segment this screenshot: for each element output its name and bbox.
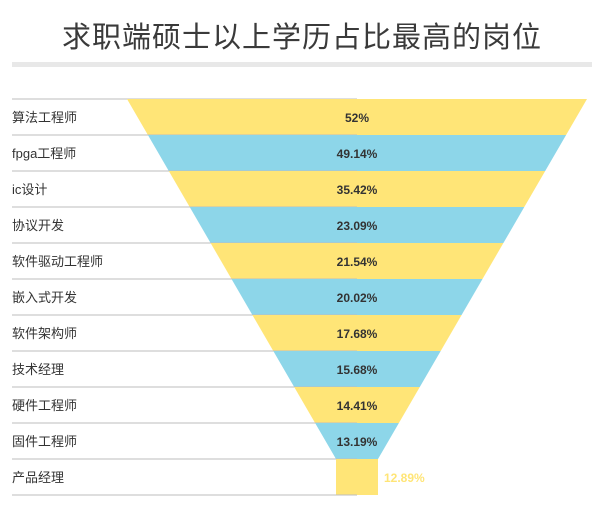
category-label: 固件工程师 — [12, 434, 77, 449]
funnel-segment — [315, 423, 399, 459]
value-label: 14.41% — [337, 399, 378, 413]
value-label: 21.54% — [337, 255, 378, 269]
value-label: 12.89% — [384, 471, 425, 485]
funnel-segment — [231, 279, 483, 315]
category-label: 嵌入式开发 — [12, 290, 77, 305]
value-label: 13.19% — [337, 435, 378, 449]
category-label: 技术经理 — [12, 362, 64, 377]
category-label: 软件驱动工程师 — [12, 254, 103, 269]
title-underline — [12, 62, 592, 67]
category-label: fpga工程师 — [12, 146, 76, 161]
category-label: 协议开发 — [12, 218, 64, 233]
value-label: 23.09% — [337, 219, 378, 233]
funnel-segment — [127, 99, 587, 135]
value-label: 17.68% — [337, 327, 378, 341]
page-title: 求职端硕士以上学历占比最高的岗位 — [61, 20, 542, 54]
funnel-segment — [336, 459, 378, 495]
funnel-segment — [210, 243, 504, 279]
funnel-segment — [168, 171, 546, 207]
funnel-segment — [273, 351, 441, 387]
funnel-segment — [252, 315, 462, 351]
category-label: ic设计 — [12, 182, 47, 197]
category-label: 产品经理 — [12, 470, 64, 485]
funnel-segment — [189, 207, 525, 243]
value-label: 52% — [345, 111, 369, 125]
value-label: 15.68% — [337, 363, 378, 377]
value-label: 20.02% — [337, 291, 378, 305]
funnel-segment — [147, 135, 567, 171]
funnel-segment — [294, 387, 420, 423]
category-label: 算法工程师 — [12, 110, 77, 125]
category-label: 软件架构师 — [12, 326, 77, 341]
category-label: 硬件工程师 — [12, 398, 77, 413]
value-label: 49.14% — [337, 147, 378, 161]
value-label: 35.42% — [337, 183, 378, 197]
